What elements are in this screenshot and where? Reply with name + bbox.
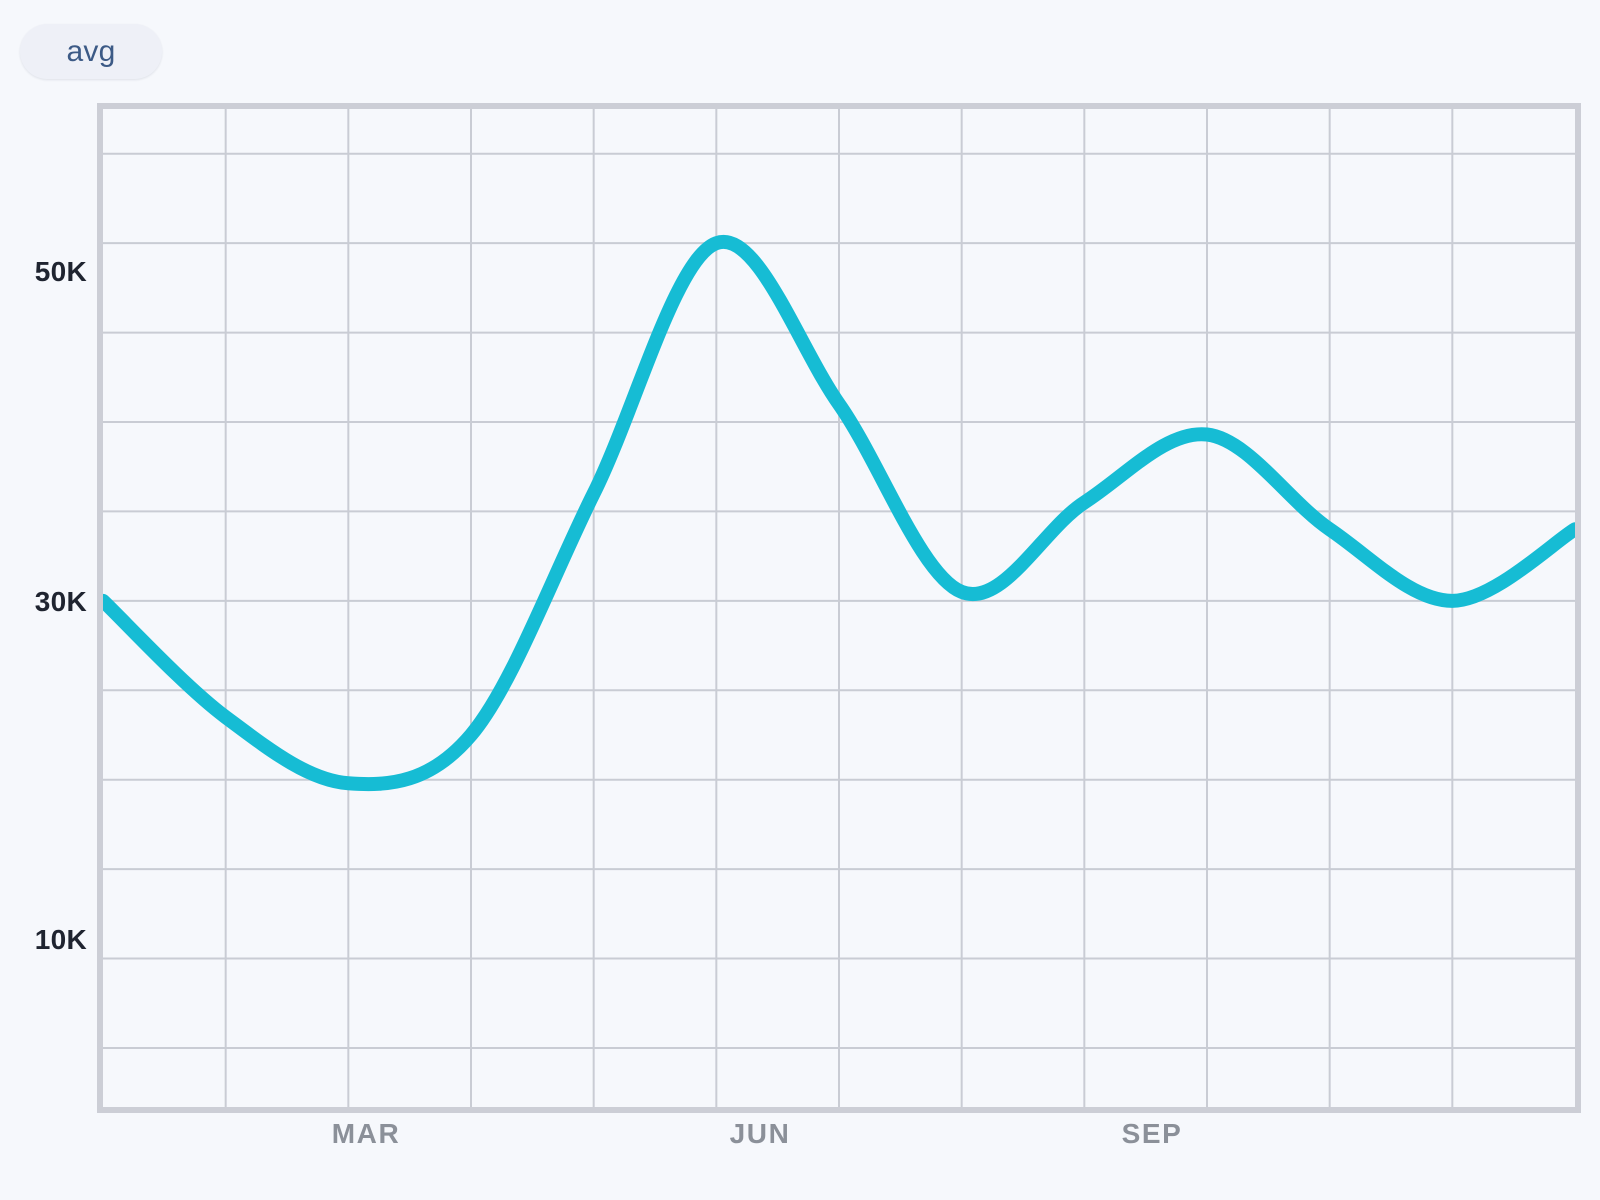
- x-axis-tick-jun: JUN: [729, 1118, 791, 1149]
- chart-series-avg: [103, 109, 1575, 1107]
- chart-gridlines: [103, 109, 1575, 1107]
- chart-plot-area[interactable]: [103, 109, 1575, 1107]
- y-axis-tick-50k: 50K: [34, 256, 87, 287]
- legend-item-label: avg: [66, 34, 116, 68]
- x-axis-tick-mar: MAR: [331, 1118, 401, 1149]
- chart-legend: avg: [0, 0, 1600, 104]
- x-axis-tick-sep: SEP: [1121, 1118, 1183, 1149]
- y-axis-tick-10k: 10K: [34, 924, 87, 955]
- y-axis-tick-30k: 30K: [34, 586, 87, 617]
- legend-item-avg[interactable]: avg: [20, 24, 162, 79]
- chart-plot-frame: [97, 103, 1581, 1113]
